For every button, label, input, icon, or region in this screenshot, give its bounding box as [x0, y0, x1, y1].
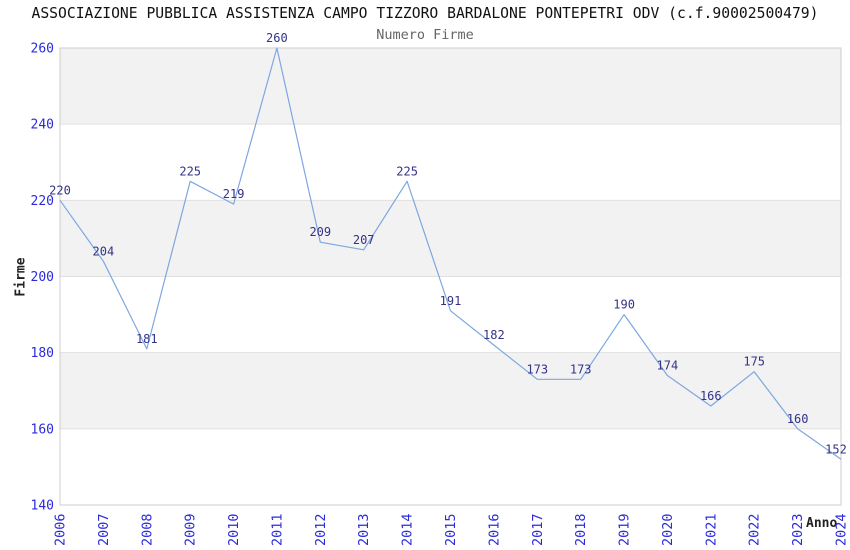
data-label: 190 — [613, 298, 635, 312]
data-label: 219 — [223, 187, 245, 201]
data-label: 182 — [483, 328, 505, 342]
grid-band — [60, 48, 841, 125]
x-tick-label: 2023 — [790, 513, 806, 546]
data-label: 175 — [743, 355, 765, 369]
x-tick-label: 2008 — [139, 513, 155, 546]
x-tick-label: 2016 — [486, 513, 502, 546]
chart-title: ASSOCIAZIONE PUBBLICA ASSISTENZA CAMPO T… — [31, 5, 819, 22]
data-label: 166 — [700, 389, 722, 403]
data-label: 260 — [266, 31, 288, 45]
grid-band — [60, 200, 841, 277]
chart-subtitle: Numero Firme — [376, 27, 474, 43]
x-tick-label: 2017 — [530, 513, 546, 546]
data-label: 225 — [179, 164, 201, 178]
x-tick-label: 2010 — [226, 513, 242, 546]
data-label: 209 — [309, 225, 331, 239]
x-tick-label: 2013 — [356, 513, 372, 546]
x-axis-label: Anno — [806, 516, 838, 531]
x-tick-label: 2021 — [703, 513, 719, 546]
data-label: 225 — [396, 164, 418, 178]
data-label: 160 — [787, 412, 809, 426]
x-tick-label: 2019 — [617, 513, 633, 546]
y-tick-label: 220 — [31, 194, 54, 209]
data-label: 207 — [353, 233, 375, 247]
grid-band — [60, 352, 841, 429]
data-label: 220 — [49, 183, 71, 197]
x-tick-label: 2011 — [269, 513, 285, 546]
x-tick-label: 2024 — [834, 513, 850, 546]
x-tick-label: 2014 — [400, 513, 416, 546]
y-tick-label: 140 — [31, 499, 54, 514]
data-label: 173 — [526, 362, 548, 376]
x-tick-label: 2009 — [183, 513, 199, 546]
x-tick-label: 2012 — [313, 513, 329, 546]
y-tick-label: 160 — [31, 422, 54, 437]
x-tick-label: 2018 — [573, 513, 589, 546]
y-tick-label: 180 — [31, 346, 54, 361]
y-tick-label: 260 — [31, 42, 54, 57]
x-tick-label: 2022 — [747, 513, 763, 546]
y-tick-label: 240 — [31, 118, 54, 133]
data-label: 152 — [825, 442, 847, 456]
y-tick-label: 200 — [31, 270, 54, 285]
x-tick-label: 2015 — [443, 513, 459, 546]
x-tick-label: 2020 — [660, 513, 676, 546]
data-label: 191 — [440, 294, 462, 308]
x-tick-label: 2006 — [53, 513, 69, 546]
x-tick-label: 2007 — [96, 513, 112, 546]
data-label: 174 — [657, 359, 679, 373]
data-label: 181 — [136, 332, 158, 346]
data-label: 173 — [570, 362, 592, 376]
data-label: 204 — [93, 244, 115, 258]
series-line — [59, 47, 842, 460]
plot-border — [59, 47, 842, 506]
